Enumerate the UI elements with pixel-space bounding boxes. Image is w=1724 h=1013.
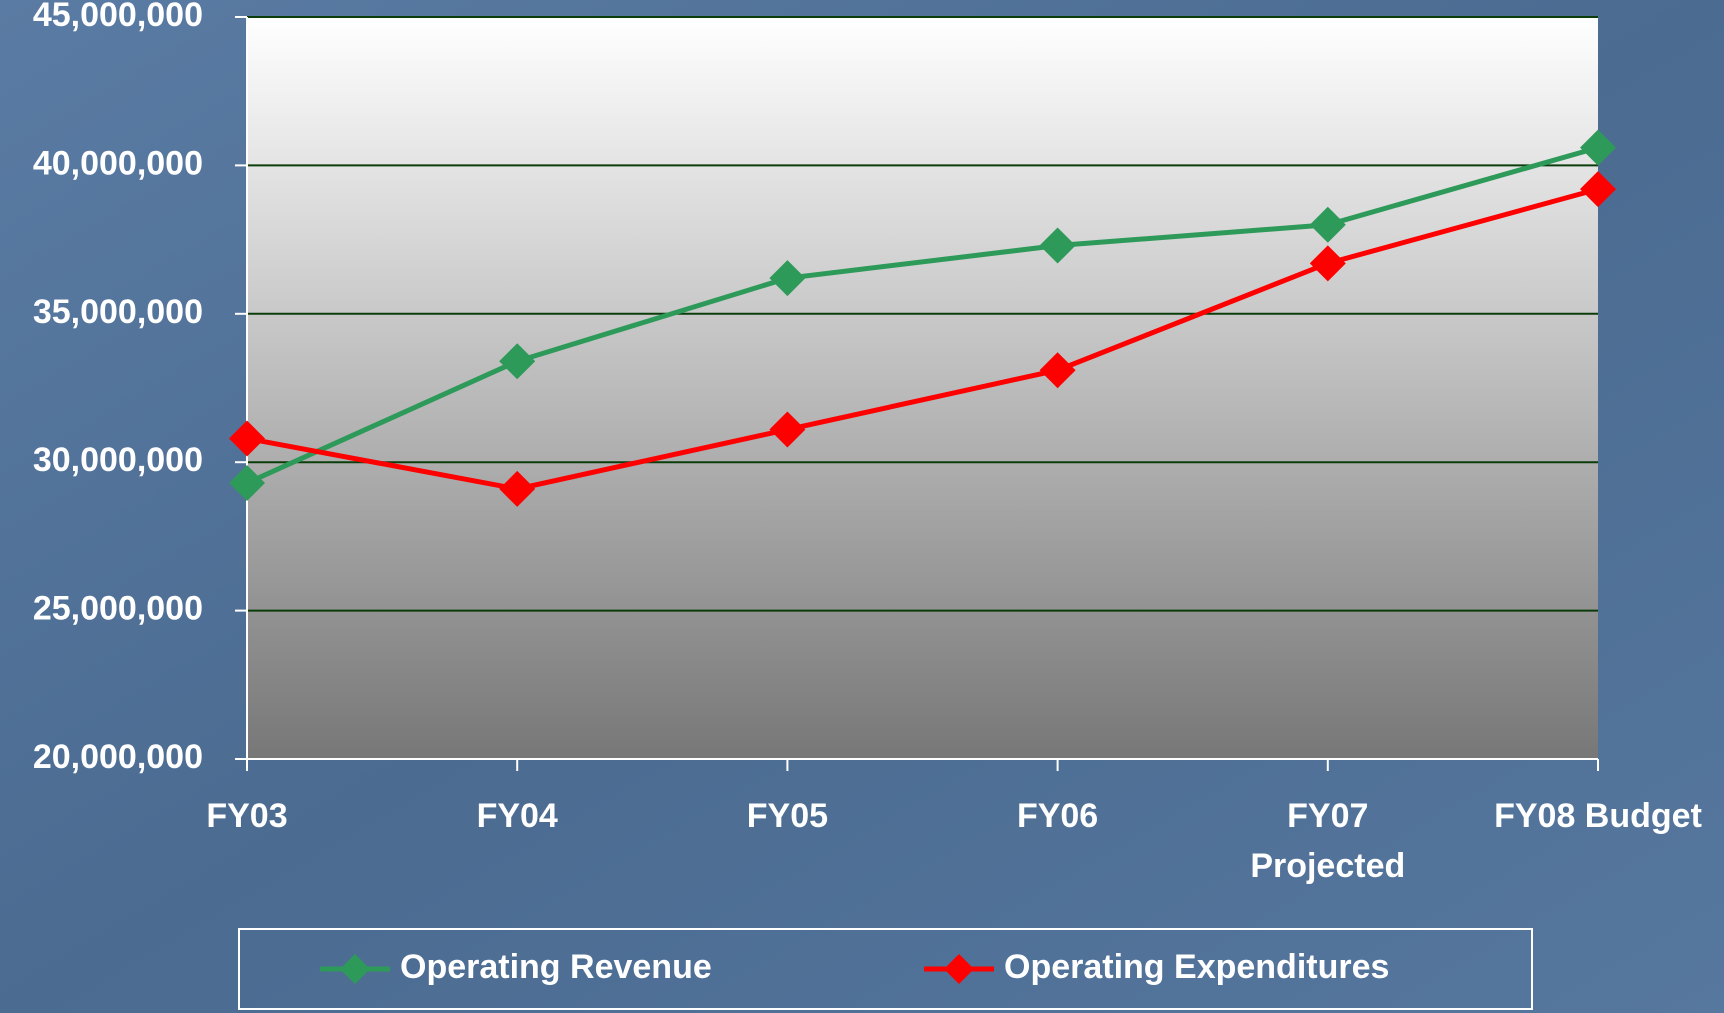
y-tick-label: 20,000,000 — [33, 738, 203, 776]
data-point — [1039, 227, 1076, 264]
x-tick-line: Projected — [1250, 847, 1405, 885]
legend-marker — [340, 954, 370, 984]
y-tick-label: 40,000,000 — [33, 144, 203, 182]
data-point — [1309, 206, 1346, 243]
y-tick-label: 35,000,000 — [33, 293, 203, 331]
x-tick-label: FY07 Projected — [1250, 797, 1405, 885]
x-tick-label: FY08 Budget — [1494, 797, 1702, 835]
legend-marker — [944, 954, 974, 984]
data-point — [499, 343, 536, 380]
y-tick-label: 45,000,000 — [33, 0, 203, 34]
x-tick-label: FY03 — [206, 797, 287, 835]
x-tick-label: FY05 — [747, 797, 828, 835]
plot-area — [247, 17, 1598, 759]
series-line — [246, 186, 1599, 492]
data-point — [1039, 352, 1076, 389]
x-tick-label: FY06 — [1017, 797, 1098, 835]
y-tick-label: 30,000,000 — [33, 441, 203, 479]
legend-box — [238, 928, 1533, 1010]
data-point — [499, 470, 536, 507]
data-point — [1580, 171, 1616, 208]
data-point — [769, 260, 806, 297]
y-tick-label: 25,000,000 — [33, 590, 203, 628]
data-point — [1309, 245, 1346, 282]
x-tick-line: FY07 — [1287, 797, 1368, 835]
data-point — [1580, 129, 1616, 166]
series-line — [245, 145, 1599, 486]
data-point — [229, 464, 265, 501]
legend-label: Operating Revenue — [400, 948, 712, 986]
legend-label: Operating Expenditures — [1004, 948, 1389, 986]
x-tick-label: FY04 — [477, 797, 558, 835]
data-point — [769, 411, 806, 448]
data-point — [229, 420, 265, 457]
